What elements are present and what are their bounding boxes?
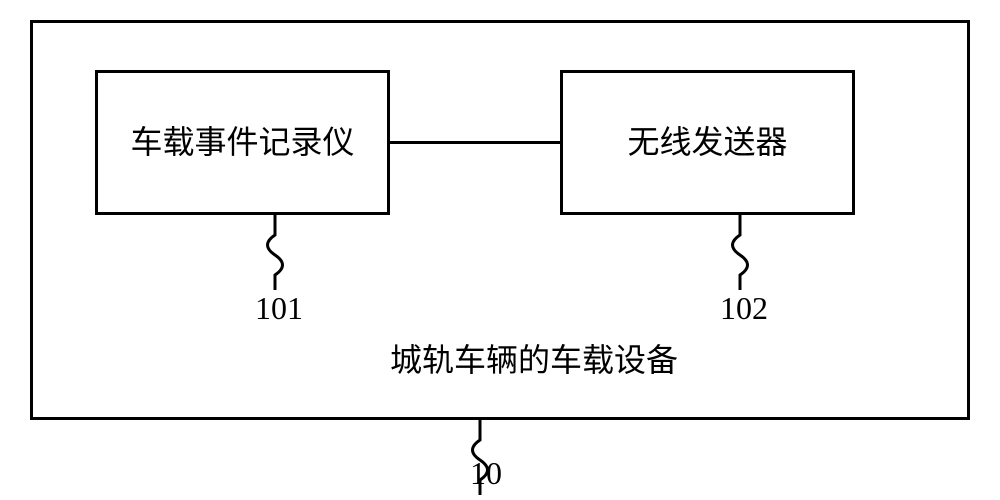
connector-line xyxy=(390,141,560,144)
recorder-box: 车载事件记录仪 xyxy=(95,70,390,215)
outer-caption: 城轨车辆的车载设备 xyxy=(390,335,678,381)
squiggle-101 xyxy=(255,215,295,290)
ref-101: 101 xyxy=(255,290,303,327)
transmitter-box: 无线发送器 xyxy=(560,70,855,215)
squiggle-102 xyxy=(720,215,760,290)
recorder-label: 车载事件记录仪 xyxy=(130,122,354,164)
transmitter-label: 无线发送器 xyxy=(627,122,787,164)
ref-10: 10 xyxy=(470,455,502,492)
ref-102: 102 xyxy=(720,290,768,327)
